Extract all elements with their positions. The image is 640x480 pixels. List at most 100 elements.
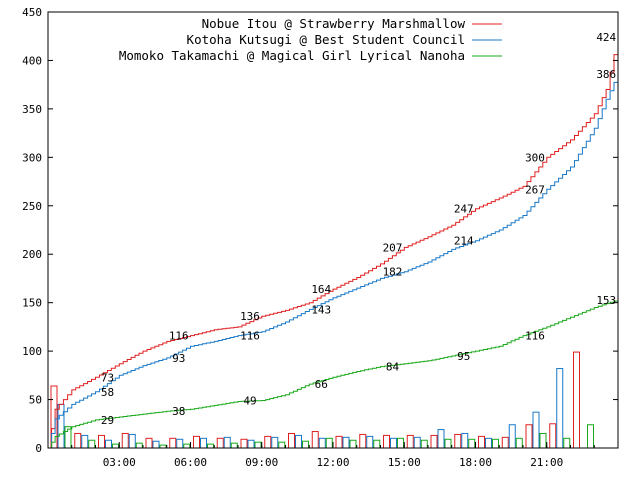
hourly-bar-3-16	[420, 439, 428, 449]
hourly-bar-3-13	[349, 439, 357, 449]
hourly-bar-3-11	[302, 440, 309, 449]
x-tick-label-6: 18:00	[459, 456, 492, 469]
hourly-bar-2-8	[223, 436, 231, 449]
x-tick-label-1: 03:00	[103, 456, 136, 469]
hourly-bar-1-6	[169, 437, 177, 449]
hourly-bar-1-2	[74, 432, 82, 449]
hourly-bar-2-17	[437, 429, 445, 449]
hourly-bar-2-6	[176, 438, 184, 449]
legend-label-3: Momoko Takamachi @ Magical Girl Lyrical …	[119, 48, 465, 63]
y-tick-label-6: 250	[22, 200, 42, 213]
data-label-3-3: 49	[243, 395, 256, 408]
y-tick-label-9: 400	[22, 54, 42, 67]
data-label-3-4: 66	[315, 378, 328, 391]
data-label-2-8: 386	[596, 68, 616, 81]
hourly-bar-1-9	[240, 438, 248, 449]
data-label-1-6: 247	[454, 203, 474, 216]
data-label-3-2: 38	[172, 405, 185, 418]
series-line-2	[48, 74, 619, 449]
hourly-bar-1-16	[406, 434, 414, 449]
hourly-bar-3-12	[325, 437, 333, 449]
series-line-1	[48, 37, 619, 449]
y-tick-label-5: 200	[22, 248, 42, 261]
hourly-bar-2-1	[57, 403, 65, 449]
x-tick-label-7: 21:00	[530, 456, 563, 469]
hourly-bar-1-23	[573, 351, 580, 449]
data-label-3-1: 29	[101, 414, 114, 427]
hourly-bar-1-22	[549, 423, 557, 449]
data-label-2-4: 143	[311, 303, 331, 316]
data-label-1-2: 116	[169, 330, 189, 343]
series-line-3	[48, 299, 619, 449]
hourly-bars	[50, 351, 594, 449]
hourly-bar-2-18	[461, 432, 469, 449]
hourly-bar-3-6	[183, 443, 191, 449]
hourly-bar-1-14	[359, 433, 367, 449]
hourly-bar-1-17	[430, 434, 438, 449]
hourly-bar-2-19	[485, 437, 492, 449]
hourly-bar-3-18	[468, 438, 476, 449]
y-tick-label-10: 450	[22, 6, 42, 19]
y-tick-label-3: 100	[22, 345, 42, 358]
data-label-1-8: 424	[596, 31, 616, 44]
data-label-1-7: 300	[525, 151, 545, 164]
hourly-bar-2-22	[556, 368, 564, 449]
data-labels: 73 116 136 164 207 247 300 424 58 93 116 143 182 214 2…	[101, 31, 617, 427]
hourly-bar-1-18	[454, 433, 462, 449]
hourly-bar-2-5	[152, 440, 160, 449]
hourly-bar-3-8	[230, 442, 238, 449]
data-label-2-2: 93	[172, 352, 185, 365]
data-label-1-4: 164	[311, 283, 331, 296]
hourly-bar-2-21	[532, 411, 540, 449]
hourly-bar-1-5	[145, 437, 153, 449]
hourly-bar-3-19	[492, 438, 499, 449]
hourly-bar-2-10	[271, 436, 279, 449]
hourly-bar-1-20	[501, 436, 509, 449]
axes: 0 50 100 150 200 250 300 350 400 450 03:00 06:00 09:…	[22, 6, 619, 469]
hourly-bar-3-23	[587, 424, 594, 449]
data-label-2-5: 182	[383, 266, 403, 279]
x-tick-label-5: 15:00	[388, 456, 421, 469]
data-label-3-8: 153	[596, 294, 616, 307]
legend-label-2: Kotoha Kutsugi @ Best Student Council	[187, 32, 465, 47]
legend: Nobue Itou @ Strawberry MarshmallowKotoh…	[119, 16, 502, 63]
hourly-bar-3-10	[278, 441, 286, 449]
hourly-bar-2-14	[366, 435, 374, 449]
data-label-2-6: 214	[454, 235, 474, 248]
hourly-bar-3-15	[397, 437, 404, 449]
hourly-bar-2-7	[200, 437, 207, 449]
x-tick-label-3: 09:00	[245, 456, 278, 469]
y-tick-label-8: 350	[22, 103, 42, 116]
hourly-bar-1-10	[264, 435, 272, 449]
hourly-bar-1-21	[525, 424, 533, 449]
hourly-bar-1-11	[288, 432, 295, 449]
y-tick-label-4: 150	[22, 297, 42, 310]
hourly-bar-1-12	[311, 431, 319, 449]
hourly-bar-3-3	[112, 443, 119, 449]
data-label-2-3: 116	[240, 330, 260, 343]
hourly-bar-3-9	[254, 441, 262, 449]
data-label-1-3: 136	[240, 310, 260, 323]
hourly-bar-2-11	[295, 434, 302, 449]
hourly-bar-2-15	[390, 437, 397, 449]
data-label-3-5: 84	[386, 361, 400, 374]
hourly-bar-3-22	[563, 437, 571, 449]
hourly-bar-1-15	[383, 434, 390, 449]
hourly-bar-1-3	[98, 434, 105, 449]
hourly-bar-3-4	[135, 442, 143, 449]
hourly-bar-3-2	[88, 439, 96, 449]
data-label-3-7: 116	[525, 330, 545, 343]
y-tick-label-1: 0	[35, 442, 42, 455]
hourly-bar-1-7	[193, 435, 200, 449]
y-tick-label-2: 50	[29, 394, 42, 407]
hourly-bar-2-12	[318, 437, 326, 449]
hourly-bar-2-4	[128, 433, 136, 449]
x-tick-label-4: 12:00	[316, 456, 349, 469]
hourly-bar-3-21	[539, 432, 547, 449]
hourly-bar-1-8	[216, 437, 224, 449]
hourly-bar-1-4	[121, 432, 129, 449]
data-label-1-5: 207	[383, 241, 403, 254]
hourly-bar-3-14	[373, 439, 381, 449]
hourly-bar-3-20	[515, 437, 523, 449]
hourly-bar-3-17	[444, 438, 452, 449]
